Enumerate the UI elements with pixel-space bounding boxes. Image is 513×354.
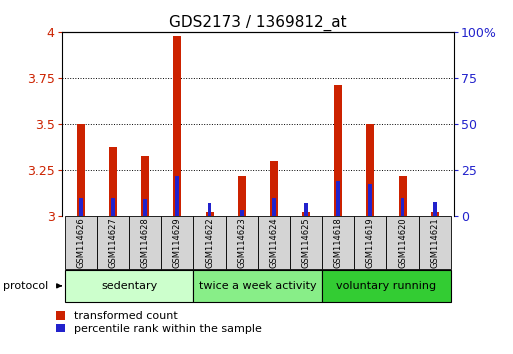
Bar: [304, 203, 308, 216]
Bar: [336, 181, 340, 216]
FancyBboxPatch shape: [419, 216, 451, 268]
Title: GDS2173 / 1369812_at: GDS2173 / 1369812_at: [169, 14, 347, 30]
Bar: [77, 124, 85, 216]
FancyBboxPatch shape: [290, 216, 322, 268]
Bar: [431, 212, 439, 216]
FancyBboxPatch shape: [161, 216, 193, 268]
Bar: [399, 176, 407, 216]
Bar: [240, 210, 244, 216]
Text: GSM114626: GSM114626: [76, 217, 85, 268]
Text: sedentary: sedentary: [101, 281, 157, 291]
Text: GSM114624: GSM114624: [269, 217, 279, 268]
Bar: [401, 198, 404, 216]
Bar: [368, 184, 372, 216]
Bar: [173, 36, 182, 216]
Text: voluntary running: voluntary running: [337, 281, 437, 291]
Bar: [433, 202, 437, 216]
Text: GSM114628: GSM114628: [141, 217, 150, 268]
FancyBboxPatch shape: [129, 216, 161, 268]
Bar: [206, 212, 213, 216]
Text: GSM114623: GSM114623: [237, 217, 246, 268]
Bar: [143, 199, 147, 216]
Bar: [366, 124, 374, 216]
FancyBboxPatch shape: [65, 270, 193, 302]
Bar: [79, 198, 83, 216]
FancyBboxPatch shape: [386, 216, 419, 268]
FancyBboxPatch shape: [193, 216, 226, 268]
Text: GSM114622: GSM114622: [205, 217, 214, 268]
Text: twice a week activity: twice a week activity: [199, 281, 317, 291]
Legend: transformed count, percentile rank within the sample: transformed count, percentile rank withi…: [56, 311, 262, 334]
FancyBboxPatch shape: [226, 216, 258, 268]
Bar: [270, 161, 278, 216]
FancyBboxPatch shape: [65, 216, 97, 268]
FancyBboxPatch shape: [322, 216, 354, 268]
Text: GSM114627: GSM114627: [109, 217, 117, 268]
Bar: [175, 176, 179, 216]
FancyBboxPatch shape: [322, 270, 451, 302]
Bar: [272, 198, 276, 216]
Text: GSM114621: GSM114621: [430, 217, 439, 268]
Bar: [238, 176, 246, 216]
Text: GSM114620: GSM114620: [398, 217, 407, 268]
Text: GSM114618: GSM114618: [333, 217, 343, 268]
Bar: [141, 156, 149, 216]
Bar: [334, 85, 342, 216]
Bar: [109, 147, 117, 216]
Text: GSM114629: GSM114629: [173, 217, 182, 268]
FancyBboxPatch shape: [258, 216, 290, 268]
Text: GSM114619: GSM114619: [366, 217, 375, 268]
Text: GSM114625: GSM114625: [302, 217, 310, 268]
Bar: [111, 198, 115, 216]
FancyBboxPatch shape: [354, 216, 386, 268]
Text: protocol: protocol: [3, 281, 48, 291]
Bar: [302, 212, 310, 216]
Bar: [208, 203, 211, 216]
FancyBboxPatch shape: [97, 216, 129, 268]
FancyBboxPatch shape: [193, 270, 322, 302]
